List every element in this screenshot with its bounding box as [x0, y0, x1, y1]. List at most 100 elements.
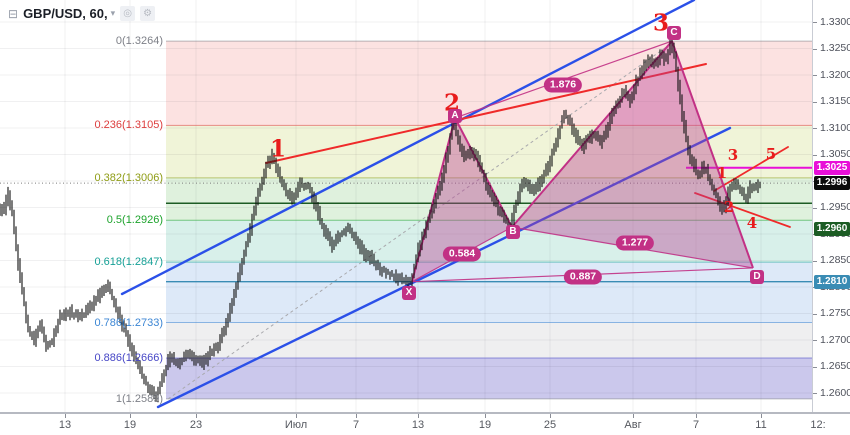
- wave-label-primary[interactable]: 1: [269, 135, 287, 163]
- chart-legend: ⊟ GBP/USD, 60, ▾ ◎ ⚙: [8, 6, 156, 21]
- price-level-badge: 1.2960: [814, 222, 850, 236]
- pattern-point-x[interactable]: X: [402, 286, 416, 300]
- wave-label-minor[interactable]: 5: [765, 145, 777, 163]
- price-tick-label: 1.3150: [820, 95, 850, 107]
- gear-icon[interactable]: ⚙: [140, 6, 156, 21]
- chart-canvas[interactable]: [0, 0, 812, 412]
- price-tick: [813, 260, 817, 262]
- price-tick-label: 1.3100: [820, 121, 850, 134]
- trend-line[interactable]: [694, 192, 791, 228]
- wave-label-minor[interactable]: 4: [746, 214, 758, 232]
- time-tick-label: 7: [692, 419, 700, 431]
- pattern-point-b[interactable]: B: [506, 225, 520, 239]
- fib-band: [166, 41, 812, 126]
- chevron-down-icon[interactable]: ▾: [110, 8, 116, 18]
- time-tick: [296, 414, 297, 418]
- price-tick-label: 1.2650: [820, 360, 850, 372]
- fib-level-label: 0.786(1.2733): [94, 316, 164, 329]
- pattern-ratio-badge[interactable]: 1.876: [543, 77, 583, 93]
- time-tick-label: 19: [478, 419, 492, 431]
- price-tick-label: 1.2750: [820, 307, 850, 319]
- fib-level-label: 0(1.3264): [115, 35, 163, 48]
- pattern-ratio-badge[interactable]: 1.277: [615, 235, 655, 251]
- fib-anchor-dashed-line: [167, 42, 673, 400]
- wave-label-minor[interactable]: 1: [716, 164, 728, 182]
- price-axis[interactable]: 1.3300 1.3250 1.3200 1.3150 1.3100 1.30501.30…: [812, 0, 850, 412]
- fib-level-label: 1(1.2589): [115, 392, 163, 405]
- time-tick: [485, 414, 486, 418]
- wave-label-minor[interactable]: 2: [723, 198, 735, 216]
- price-tick-label: 1.3300: [820, 15, 850, 28]
- price-level-badge: 1.2996: [814, 176, 850, 190]
- pattern-edge-line[interactable]: [671, 40, 754, 269]
- fib-level-label: 0.382(1.3006): [94, 171, 164, 184]
- time-axis[interactable]: 13 19 23 Июл 7 13 19 25 Авг 7 11 12:: [0, 412, 850, 435]
- pattern-ratio-badge[interactable]: 0.584: [442, 246, 482, 262]
- candlesticks: [0, 35, 761, 403]
- price-tick: [813, 366, 817, 368]
- time-tick-label: 12:: [810, 419, 826, 431]
- price-tick: [813, 313, 817, 315]
- time-tick-label: 11: [755, 419, 767, 431]
- pattern-fill: [412, 117, 512, 282]
- time-tick-label: 25: [543, 419, 557, 431]
- price-tick-label: 1.3050: [820, 148, 850, 160]
- price-tick-label: 1.3200: [820, 68, 850, 81]
- time-tick-label: 23: [189, 419, 203, 431]
- price-tick-label: 1.2850: [820, 254, 850, 266]
- fib-band: [166, 358, 812, 399]
- time-tick-label: 19: [123, 419, 137, 431]
- price-tick-label: 1.2600: [820, 386, 850, 399]
- fib-level-label: 0.236(1.3105): [94, 119, 164, 132]
- wave-label-minor[interactable]: 3: [727, 146, 739, 164]
- fib-band: [166, 322, 812, 359]
- price-tick: [813, 128, 817, 129]
- fib-level-label: 0.618(1.2847): [94, 256, 164, 269]
- time-tick-label: Июл: [284, 419, 308, 431]
- time-tick-label: 13: [411, 419, 425, 431]
- fib-band: [166, 262, 812, 323]
- time-tick: [418, 414, 419, 418]
- symbol-title[interactable]: GBP/USD, 60,: [23, 6, 108, 21]
- fib-level-label: 0.5(1.2926): [106, 214, 163, 227]
- price-tick: [813, 75, 817, 76]
- price-tick: [813, 101, 817, 103]
- price-tick: [813, 393, 817, 394]
- pattern-fill: [512, 41, 753, 268]
- time-tick: [65, 414, 66, 418]
- price-level-badge: 1.2810: [814, 275, 850, 289]
- pattern-point-c[interactable]: C: [667, 26, 681, 40]
- time-tick-label: 7: [352, 419, 360, 431]
- price-tick-label: 1.2700: [820, 333, 850, 346]
- price-level-badge: 1.3025: [814, 161, 850, 175]
- fib-level-label: 0.886(1.2666): [94, 352, 164, 365]
- time-tick: [633, 414, 634, 418]
- wave-label-primary[interactable]: 3: [652, 9, 670, 37]
- time-tick-label: Авг: [624, 419, 642, 431]
- time-tick-label: 13: [58, 419, 72, 431]
- time-tick: [696, 414, 697, 418]
- trend-line[interactable]: [265, 63, 707, 164]
- trend-line[interactable]: [156, 126, 732, 409]
- price-tick-label: 1.3250: [820, 42, 850, 54]
- price-tick-label: 1.2950: [820, 201, 850, 213]
- time-tick: [356, 414, 357, 418]
- price-tick: [813, 22, 817, 23]
- pattern-point-d[interactable]: D: [750, 270, 764, 284]
- price-tick: [813, 154, 817, 156]
- price-tick: [813, 48, 817, 50]
- fib-band: [166, 220, 812, 263]
- circle-icon[interactable]: ◎: [120, 6, 136, 21]
- trend-line[interactable]: [713, 146, 789, 192]
- pattern-point-a[interactable]: A: [448, 109, 462, 123]
- time-tick: [550, 414, 551, 418]
- price-tick: [813, 340, 817, 341]
- price-tick: [813, 207, 817, 209]
- time-tick: [196, 414, 197, 418]
- time-tick: [761, 414, 762, 418]
- trend-line[interactable]: [120, 0, 696, 296]
- collapse-icon[interactable]: ⊟: [8, 6, 19, 21]
- pattern-ratio-badge[interactable]: 0.887: [563, 269, 603, 285]
- time-tick: [130, 414, 131, 418]
